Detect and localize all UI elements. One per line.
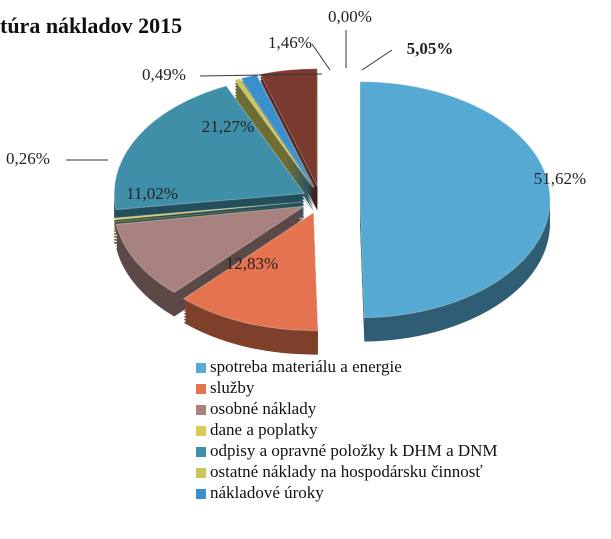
data-label: 12,83% [226, 254, 278, 273]
data-label: 51,62% [534, 169, 586, 188]
leader-line [199, 73, 323, 77]
slice [234, 78, 314, 188]
legend-swatch [196, 426, 206, 436]
slice [259, 68, 318, 187]
legend-label: osobné náklady [210, 399, 317, 418]
legend-label: nákladové úroky [210, 483, 324, 502]
data-label: 21,27% [202, 117, 254, 136]
slice-side [234, 93, 313, 203]
legend-label: dane a poplatky [210, 420, 318, 439]
data-label: 5,05% [407, 39, 454, 58]
slice [359, 81, 551, 319]
slice-side [234, 87, 313, 197]
leader-line [361, 49, 393, 71]
legend-label: ostatné náklady na hospodársku činnosť [210, 462, 483, 481]
legend-swatch [196, 468, 206, 478]
data-label: 11,02% [126, 184, 178, 203]
slice-side [234, 84, 313, 194]
legend-swatch [196, 405, 206, 415]
data-label: 0,49% [142, 65, 186, 84]
legend-swatch [196, 447, 206, 457]
slice-side [234, 96, 313, 206]
leader-line [311, 43, 331, 71]
data-label: 0,26% [6, 149, 50, 168]
legend-swatch [196, 363, 206, 373]
slice-side [234, 81, 313, 191]
legend-label: služby [210, 378, 255, 397]
data-label: 0,00% [328, 7, 372, 26]
legend-swatch [196, 384, 206, 394]
legend-label: odpisy a opravné položky k DHM a DNM [210, 441, 498, 460]
chart-title: túra nákladov 2015 [0, 13, 182, 38]
legend-label: spotreba materiálu a energie [210, 357, 402, 376]
data-label: 1,46% [268, 33, 312, 52]
slice-side [113, 204, 303, 223]
slice [115, 205, 305, 294]
slice [182, 211, 319, 332]
legend-swatch [196, 489, 206, 499]
slice [113, 85, 306, 211]
slice-side [234, 90, 313, 200]
slice [113, 201, 303, 221]
